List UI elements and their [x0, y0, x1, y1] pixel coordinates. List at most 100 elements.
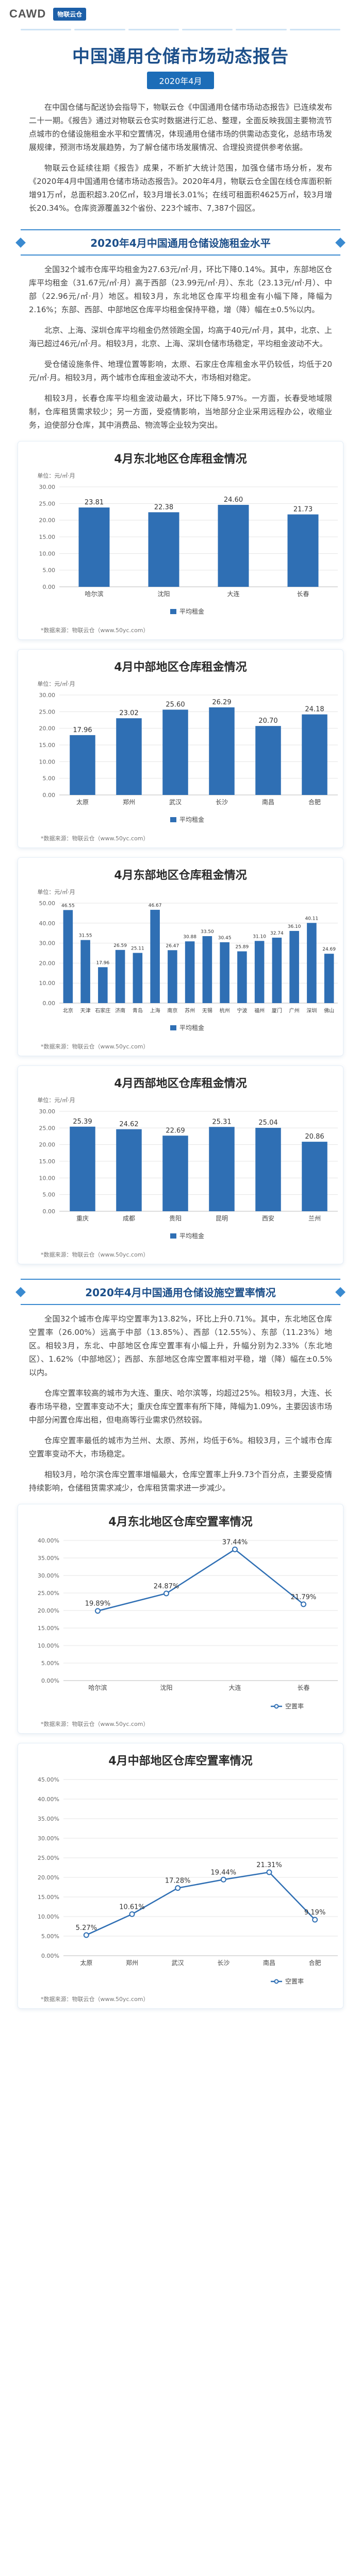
bar-value-label: 26.59 [113, 943, 127, 948]
section-heading-vacancy: 2020年4月中国通用仓储设施空置率情况 [21, 1279, 340, 1305]
point-value-label: 9.19% [304, 1909, 325, 1917]
vacancy-paragraph: 全国32个城市仓库平均空置率为13.82%，环比上升0.71%。其中，东北地区仓… [29, 1314, 332, 1377]
y-tick-label: 15.00% [38, 1625, 59, 1632]
chart-source-note: *数据来源：物联云仓（www.50yc.com） [41, 627, 149, 634]
bar [202, 936, 212, 1003]
data-point [232, 1546, 238, 1552]
x-tick-label: 合肥 [309, 1959, 321, 1967]
bar [133, 953, 143, 1003]
vacancy-paragraph: 仓库空置率较高的城市为大连、重庆、哈尔滨等，均超过25%。相较3月，大连、长春市… [29, 1388, 332, 1425]
point-value-label: 21.79% [291, 1594, 317, 1601]
x-tick-label: 郑州 [123, 798, 135, 806]
data-point [163, 1590, 169, 1597]
bar [162, 709, 188, 795]
x-tick-label: 南昌 [262, 798, 274, 806]
y-axis-unit-label: 单位：元/㎡·月 [37, 888, 75, 895]
bar-value-label: 30.45 [218, 936, 232, 941]
bar [272, 937, 282, 1003]
y-tick-label: 40.00% [38, 1537, 59, 1544]
bar-value-label: 46.67 [149, 903, 162, 908]
legend-label: 平均租金 [179, 607, 204, 615]
legend-marker [274, 1704, 279, 1709]
y-tick-label: 30.00 [39, 1108, 56, 1115]
data-point [312, 1917, 318, 1923]
x-tick-label: 重庆 [76, 1215, 89, 1222]
chart-card-central-rent: 4月中部地区仓库租金情况 单位：元/㎡·月 0.00 5.00 10.00 15.00 2… [18, 649, 343, 848]
x-tick-label: 北京 [63, 1007, 73, 1014]
bar-value-label: 26.29 [212, 699, 231, 706]
bar [209, 1127, 235, 1211]
legend-swatch [170, 1233, 176, 1239]
bar-value-label: 25.04 [258, 1119, 277, 1127]
y-tick-label: 0.00 [43, 584, 56, 590]
chart-title: 4月东北地区仓库空置率情况 [108, 1516, 253, 1529]
bar-value-label: 17.96 [96, 960, 109, 965]
x-tick-label: 石家庄 [95, 1007, 110, 1014]
y-tick-label: 10.00 [39, 1175, 56, 1181]
bar-value-label: 40.11 [305, 916, 318, 921]
bar-chart-northeast-rent: 单位：元/㎡·月 0.00 5.00 10.00 15.00 20.00 25.00 30.0… [37, 472, 338, 615]
y-tick-label: 15.00 [39, 742, 56, 749]
y-tick-label: 5.00% [41, 1660, 59, 1667]
data-point [301, 1601, 306, 1607]
x-tick-label: 广州 [289, 1008, 300, 1014]
legend-marker [274, 1979, 279, 1984]
y-tick-label: 0.00% [41, 1677, 59, 1684]
y-tick-label: 30.00% [38, 1835, 59, 1842]
x-tick-label: 哈尔滨 [88, 1684, 107, 1691]
point-value-label: 24.87% [154, 1583, 179, 1590]
x-tick-label: 成都 [123, 1215, 135, 1222]
bar [70, 1126, 95, 1211]
section-heading-rent: 2020年4月中国通用仓储设施租金水平 [21, 229, 340, 256]
point-value-label: 19.44% [211, 1869, 237, 1876]
bar [98, 967, 108, 1003]
x-tick-label: 佛山 [324, 1007, 334, 1014]
point-value-label: 21.31% [256, 1861, 282, 1869]
x-tick-label: 长沙 [216, 799, 228, 806]
x-tick-label: 太原 [80, 1959, 92, 1967]
y-tick-label: 20.00% [38, 1874, 59, 1881]
y-tick-label: 25.00% [38, 1855, 59, 1861]
bar [162, 1136, 188, 1211]
legend-label: 平均租金 [179, 816, 204, 823]
x-tick-label: 长春 [297, 590, 309, 598]
point-value-label: 5.27% [76, 1924, 97, 1932]
rent-paragraph: 全国32个城市仓库平均租金为27.63元/㎡·月，环比下降0.14%。其中，东部… [29, 265, 332, 314]
bar-value-label: 20.86 [305, 1133, 324, 1141]
x-tick-label: 大连 [228, 1684, 241, 1691]
bar [116, 718, 142, 795]
report-date-badge: 2020年4月 [147, 72, 214, 89]
x-tick-label: 沈阳 [160, 1684, 172, 1691]
legend-label: 平均租金 [179, 1232, 204, 1240]
x-tick-label: 兰州 [308, 1215, 321, 1222]
legend-label: 空置率 [285, 1702, 304, 1710]
chart-source-note: *数据来源：物联云仓（www.50yc.com） [41, 1996, 149, 2003]
chart-card-northeast-rent: 4月东北地区仓库租金情况 单位：元/㎡·月 0.00 5.00 10.00 15.00 2… [18, 441, 343, 640]
header-divider [21, 29, 340, 33]
bar-value-label: 22.69 [166, 1127, 185, 1134]
x-tick-label: 天津 [80, 1008, 91, 1014]
chart-card-central-vacancy: 4月中部地区仓库空置率情况 0.00% 5.00% 10.00% 15.00% 20.0… [18, 1743, 343, 2009]
bar [63, 910, 73, 1003]
data-point [83, 1932, 89, 1938]
bar-value-label: 23.81 [85, 499, 104, 506]
bar-value-label: 20.70 [258, 717, 277, 725]
vacancy-paragraph: 相较3月，哈尔滨仓库空置率增幅最大，仓库空置率上升9.73个百分点，主要受疫情持… [29, 1470, 332, 1493]
legend-swatch [170, 609, 176, 614]
bar [116, 1129, 142, 1211]
chart-source-note: *数据来源：物联云仓（www.50yc.com） [41, 835, 149, 842]
y-axis-unit-label: 单位：元/㎡·月 [37, 1096, 75, 1104]
chart-card-west-rent: 4月西部地区仓库租金情况 单位：元/㎡·月 0.00 5.00 10.00 15.00 2… [18, 1065, 343, 1264]
y-tick-label: 25.00 [39, 708, 56, 715]
bar-value-label: 21.73 [293, 505, 313, 513]
bar-value-label: 24.62 [119, 1121, 138, 1128]
bar-value-label: 17.96 [73, 726, 92, 734]
point-value-label: 19.89% [85, 1600, 111, 1608]
bar [237, 951, 247, 1003]
x-tick-label: 苏州 [185, 1007, 195, 1014]
y-tick-label: 30.00 [39, 484, 56, 490]
bar-value-label: 25.89 [235, 945, 249, 950]
cawd-logo: CAWD [9, 7, 46, 20]
x-tick-label: 昆明 [216, 1215, 228, 1222]
x-tick-label: 上海 [150, 1007, 160, 1014]
